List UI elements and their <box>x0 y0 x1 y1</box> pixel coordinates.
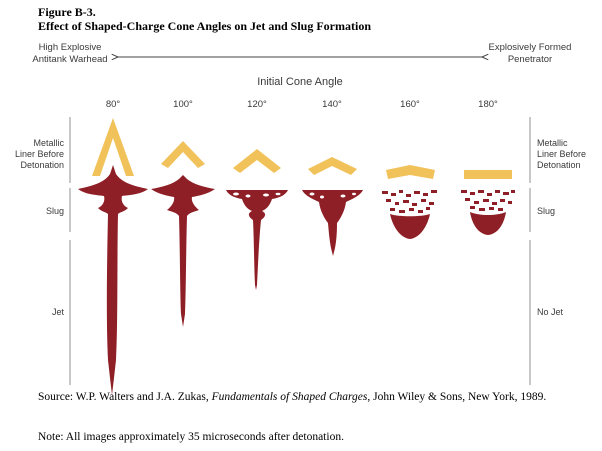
source-suffix: , John Wiley & Sons, New York, 1989. <box>367 391 547 403</box>
axis-title: Initial Cone Angle <box>257 76 343 88</box>
source-book-title: Fundamentals of Shaped Charges <box>211 391 368 403</box>
row-label-liner-right-3: Detonation <box>537 160 581 170</box>
scale-left-label-line2: Antitank Warhead <box>32 54 107 65</box>
liner-160 <box>386 165 435 179</box>
row-label-slug-right: Slug <box>537 206 555 216</box>
row-label-liner-left-2: Liner Before <box>15 149 64 159</box>
scale-left-label-line1: High Explosive <box>39 42 102 53</box>
slug-jet-80 <box>78 165 148 395</box>
slug-160 <box>390 214 430 239</box>
source-prefix: Source: W.P. Walters and J.A. Zukas, <box>38 391 212 403</box>
source-citation: Source: W.P. Walters and J.A. Zukas, Fun… <box>38 390 568 405</box>
row-label-liner-right-1: Metallic <box>537 138 568 148</box>
liner-180 <box>464 170 512 179</box>
liner-80 <box>92 118 134 176</box>
scale-right-label-line1: Explosively Formed <box>489 42 572 53</box>
row-label-liner-left-1: Metallic <box>33 138 64 148</box>
angle-label-80: 80° <box>106 99 121 110</box>
figure-label: Figure B-3. <box>38 5 96 19</box>
scale-right-label-line2: Penetrator <box>508 54 552 65</box>
angle-label-180: 180° <box>478 99 498 110</box>
angle-label-140: 140° <box>322 99 342 110</box>
angle-label-120: 120° <box>247 99 267 110</box>
row-label-slug-left: Slug <box>46 206 64 216</box>
row-label-liner-right-2: Liner Before <box>537 149 586 159</box>
liner-120 <box>233 149 281 173</box>
row-label-jet-left: Jet <box>52 307 65 317</box>
row-label-jet-right: No Jet <box>537 307 564 317</box>
liner-100 <box>161 141 205 168</box>
angle-label-100: 100° <box>173 99 193 110</box>
slug-jet-120 <box>226 190 288 290</box>
slug-jet-100 <box>151 175 215 327</box>
angle-label-160: 160° <box>400 99 420 110</box>
note: Note: All images approximately 35 micros… <box>38 431 344 443</box>
liner-140 <box>308 157 357 175</box>
slug-jet-140 <box>302 190 363 256</box>
slug-180 <box>470 212 506 235</box>
row-label-liner-left-3: Detonation <box>20 160 64 170</box>
figure-title: Effect of Shaped-Charge Cone Angles on J… <box>38 19 372 33</box>
